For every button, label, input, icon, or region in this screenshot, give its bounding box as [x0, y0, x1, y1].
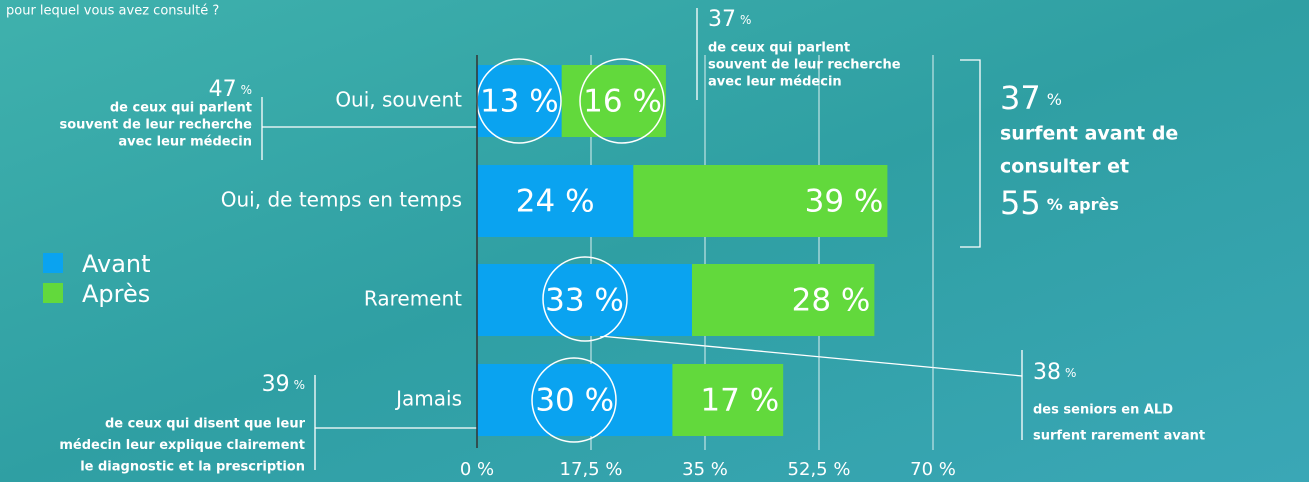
value-label: 30 %: [535, 383, 614, 419]
value-label: 24 %: [516, 184, 595, 220]
value-label: 28 %: [792, 283, 871, 319]
y-tick-label: Jamais: [394, 387, 462, 411]
value-label: 33 %: [545, 283, 624, 319]
annotation-text: surfent rarement avant: [1033, 429, 1205, 444]
annotation-text: souvent de leur recherche: [59, 118, 252, 133]
unit: %: [740, 13, 751, 27]
x-tick-label: 52,5 %: [788, 459, 851, 480]
x-tick-label: 35 %: [682, 459, 728, 480]
unit: % après: [1047, 195, 1119, 214]
number: 55: [1000, 184, 1041, 222]
bar: [691, 264, 875, 336]
annotation-text: avec leur médecin: [708, 75, 842, 90]
annotation-text: des seniors en ALD: [1033, 403, 1173, 418]
annotation-text: le diagnostic et la prescription: [80, 460, 305, 475]
y-tick-label: Rarement: [364, 287, 462, 311]
x-tick-label: 0 %: [460, 459, 494, 480]
annotation-text: souvent de leur recherche: [708, 58, 901, 73]
bar: [561, 65, 666, 137]
annotation-text: de ceux qui parlent: [110, 101, 252, 116]
legend-swatch: [43, 253, 63, 273]
annotation-number: 37%: [1000, 79, 1062, 117]
bar: [477, 364, 673, 436]
y-tick-label: Oui, souvent: [335, 88, 462, 112]
unit: %: [1065, 366, 1076, 380]
number: 37: [708, 7, 736, 32]
unit: %: [1047, 90, 1062, 109]
bar: [672, 364, 784, 436]
x-tick-label: 17,5 %: [560, 459, 623, 480]
annotation-text: surfent avant de: [1000, 123, 1178, 145]
annotation-number: 37%: [708, 7, 751, 32]
number: 38: [1033, 360, 1061, 385]
annotation-text: consulter et: [1000, 156, 1129, 178]
annotation-lines: [261, 8, 1023, 470]
y-tick-label: Oui, de temps en temps: [221, 188, 462, 212]
annotation-number: 39%: [262, 372, 305, 397]
annotation-text: de ceux qui parlent: [708, 41, 850, 56]
bar: [477, 65, 562, 137]
annotation-text: de ceux qui disent que leur: [105, 417, 306, 432]
value-label: 13 %: [480, 84, 559, 120]
annotation-number: 38%: [1033, 360, 1076, 385]
annotation-text: médecin leur explique clairement: [59, 438, 305, 453]
value-label: 16 %: [583, 84, 662, 120]
bar: [477, 165, 634, 237]
value-label: 39 %: [805, 184, 884, 220]
number: 47: [209, 77, 237, 102]
bar: [633, 165, 888, 237]
x-tick-label: 70 %: [910, 459, 956, 480]
value-label: 17 %: [700, 383, 779, 419]
number: 37: [1000, 79, 1041, 117]
legend-label: Après: [82, 280, 150, 308]
legend-label: Avant: [82, 250, 151, 278]
chart-title: pour lequel vous avez consulté ?: [6, 4, 219, 19]
unit: %: [294, 378, 305, 392]
bar: [477, 264, 692, 336]
unit: %: [241, 83, 252, 97]
legend-swatch: [43, 283, 63, 303]
number: 39: [262, 372, 290, 397]
annotation-text: avec leur médecin: [118, 135, 252, 150]
annotation-number: 55 % après: [1000, 184, 1119, 222]
annotation-number: 47%: [209, 77, 252, 102]
